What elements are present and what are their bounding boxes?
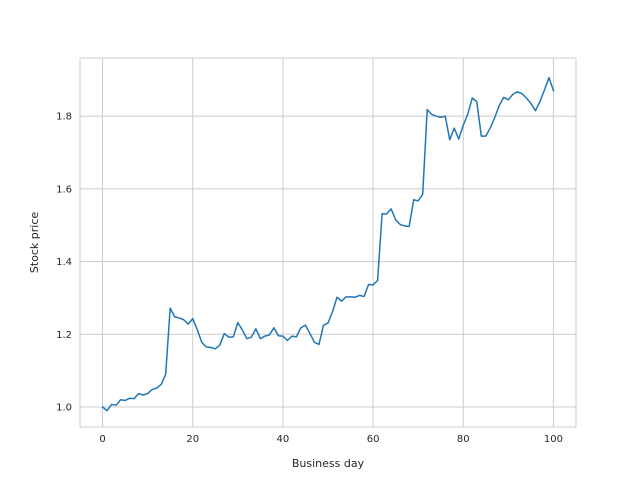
y-gridlines: [80, 115, 576, 408]
x-tick-label: 80: [457, 434, 470, 445]
x-tick-label: 100: [544, 434, 563, 445]
y-tick-labels: 1.0 1.2 1.4 1.6 1.8: [56, 112, 72, 414]
y-tick-label: 1.0: [56, 403, 72, 414]
y-tick-label: 1.6: [56, 184, 72, 195]
plot-frame: [79, 57, 577, 428]
y-tick-label: 1.2: [56, 330, 72, 341]
x-tick-label: 40: [277, 434, 290, 445]
x-axis-label: Business day: [292, 457, 365, 470]
x-tick-labels: 0 20 40 60 80 100: [99, 434, 563, 445]
plot-area: [80, 58, 576, 427]
y-axis-label: Stock price: [28, 212, 41, 274]
x-gridlines: [102, 58, 554, 427]
x-tick-label: 60: [367, 434, 380, 445]
x-tick-label: 0: [99, 434, 105, 445]
y-tick-label: 1.8: [56, 112, 72, 123]
y-tick-label: 1.4: [56, 257, 72, 268]
series-line: [101, 76, 555, 412]
x-tick-label: 20: [186, 434, 199, 445]
